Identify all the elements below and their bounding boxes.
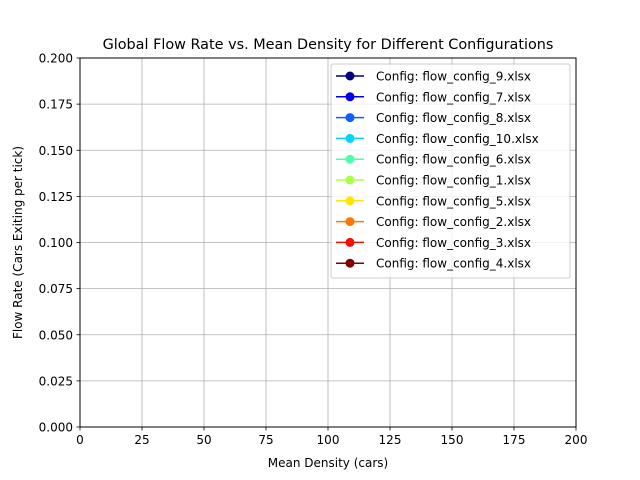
legend-marker bbox=[345, 258, 355, 268]
legend-marker bbox=[345, 237, 355, 247]
y-tick-label: 0.075 bbox=[39, 282, 73, 296]
legend-entry: Config: flow_config_3.xlsx bbox=[336, 236, 531, 250]
x-tick-label: 175 bbox=[503, 433, 526, 447]
legend-marker bbox=[345, 92, 355, 102]
y-tick-label: 0.000 bbox=[39, 421, 73, 435]
y-tick-label: 0.200 bbox=[39, 52, 73, 66]
y-tick-label: 0.125 bbox=[39, 190, 73, 204]
legend-entry: Config: flow_config_1.xlsx bbox=[336, 174, 531, 188]
x-tick-label: 125 bbox=[379, 433, 402, 447]
legend-marker bbox=[345, 133, 355, 143]
legend-entry: Config: flow_config_7.xlsx bbox=[336, 90, 531, 104]
legend-label: Config: flow_config_9.xlsx bbox=[376, 70, 531, 84]
y-tick-label: 0.100 bbox=[39, 236, 73, 250]
x-axis-label: Mean Density (cars) bbox=[268, 456, 388, 470]
x-tick-label: 25 bbox=[134, 433, 149, 447]
y-axis: 0.000 0.025 0.050 0.075 0.100 0.125 0.150 0.175… bbox=[39, 52, 80, 435]
x-tick-label: 0 bbox=[76, 433, 84, 447]
legend-entry: Config: flow_config_6.xlsx bbox=[336, 153, 531, 167]
x-tick-label: 150 bbox=[441, 433, 464, 447]
legend-marker bbox=[345, 196, 355, 206]
legend-label: Config: flow_config_8.xlsx bbox=[376, 111, 531, 125]
x-tick-label: 50 bbox=[196, 433, 211, 447]
legend-label: Config: flow_config_10.xlsx bbox=[376, 132, 539, 146]
x-tick-label: 100 bbox=[317, 433, 340, 447]
legend-marker bbox=[345, 175, 355, 185]
legend-label: Config: flow_config_3.xlsx bbox=[376, 236, 531, 250]
legend-label: Config: flow_config_1.xlsx bbox=[376, 174, 531, 188]
x-axis: 0 25 50 75 100 125 150 175 200 bbox=[76, 427, 587, 447]
x-tick-label: 200 bbox=[565, 433, 588, 447]
legend-label: Config: flow_config_2.xlsx bbox=[376, 215, 531, 229]
legend-label: Config: flow_config_7.xlsx bbox=[376, 90, 531, 104]
y-tick-label: 0.025 bbox=[39, 374, 73, 388]
legend-entry: Config: flow_config_10.xlsx bbox=[336, 132, 539, 146]
x-tick-label: 75 bbox=[258, 433, 273, 447]
legend-marker bbox=[345, 217, 355, 227]
legend-entry: Config: flow_config_2.xlsx bbox=[336, 215, 531, 229]
y-tick-label: 0.175 bbox=[39, 98, 73, 112]
legend-label: Config: flow_config_5.xlsx bbox=[376, 194, 531, 208]
legend: Config: flow_config_9.xlsx Config: flow_c… bbox=[330, 63, 571, 279]
legend-marker bbox=[345, 71, 355, 81]
y-tick-label: 0.050 bbox=[39, 328, 73, 342]
legend-label: Config: flow_config_6.xlsx bbox=[376, 153, 531, 167]
legend-entry: Config: flow_config_5.xlsx bbox=[336, 194, 531, 208]
legend-entry: Config: flow_config_4.xlsx bbox=[336, 257, 531, 271]
legend-label: Config: flow_config_4.xlsx bbox=[376, 257, 531, 271]
chart-title: Global Flow Rate vs. Mean Density for Di… bbox=[103, 37, 554, 53]
legend-entry: Config: flow_config_9.xlsx bbox=[336, 70, 531, 84]
y-axis-label: Flow Rate (Cars Exiting per tick) bbox=[11, 146, 25, 339]
y-tick-label: 0.150 bbox=[39, 144, 73, 158]
legend-frame bbox=[330, 63, 571, 279]
legend-marker bbox=[345, 113, 355, 123]
legend-marker bbox=[345, 154, 355, 164]
legend-entry: Config: flow_config_8.xlsx bbox=[336, 111, 531, 125]
